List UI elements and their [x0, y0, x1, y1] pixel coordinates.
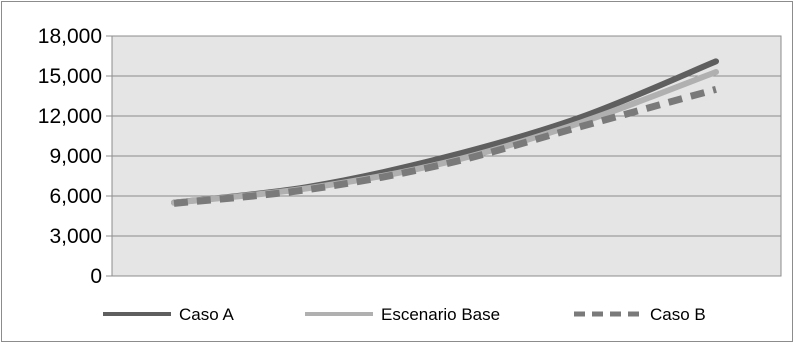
- y-tick-label: 18,000: [38, 25, 102, 48]
- y-tick-label: 0: [90, 265, 102, 288]
- y-tick-label: 12,000: [38, 105, 102, 128]
- y-tick-label: 15,000: [38, 65, 102, 88]
- y-tick-label: 6,000: [49, 185, 102, 208]
- legend-label: Caso B: [650, 305, 706, 324]
- series-lines: [171, 58, 719, 207]
- y-axis: 18,000 15,000 12,000 9,000 6,000 3,000 0: [38, 25, 112, 288]
- legend-label: Caso A: [179, 305, 234, 324]
- series-line-caso-b: [173, 85, 717, 207]
- legend: Caso A Escenario Base Caso B: [103, 305, 706, 324]
- y-tick-label: 9,000: [49, 145, 102, 168]
- legend-label: Escenario Base: [381, 305, 500, 324]
- y-tick-label: 3,000: [49, 225, 102, 248]
